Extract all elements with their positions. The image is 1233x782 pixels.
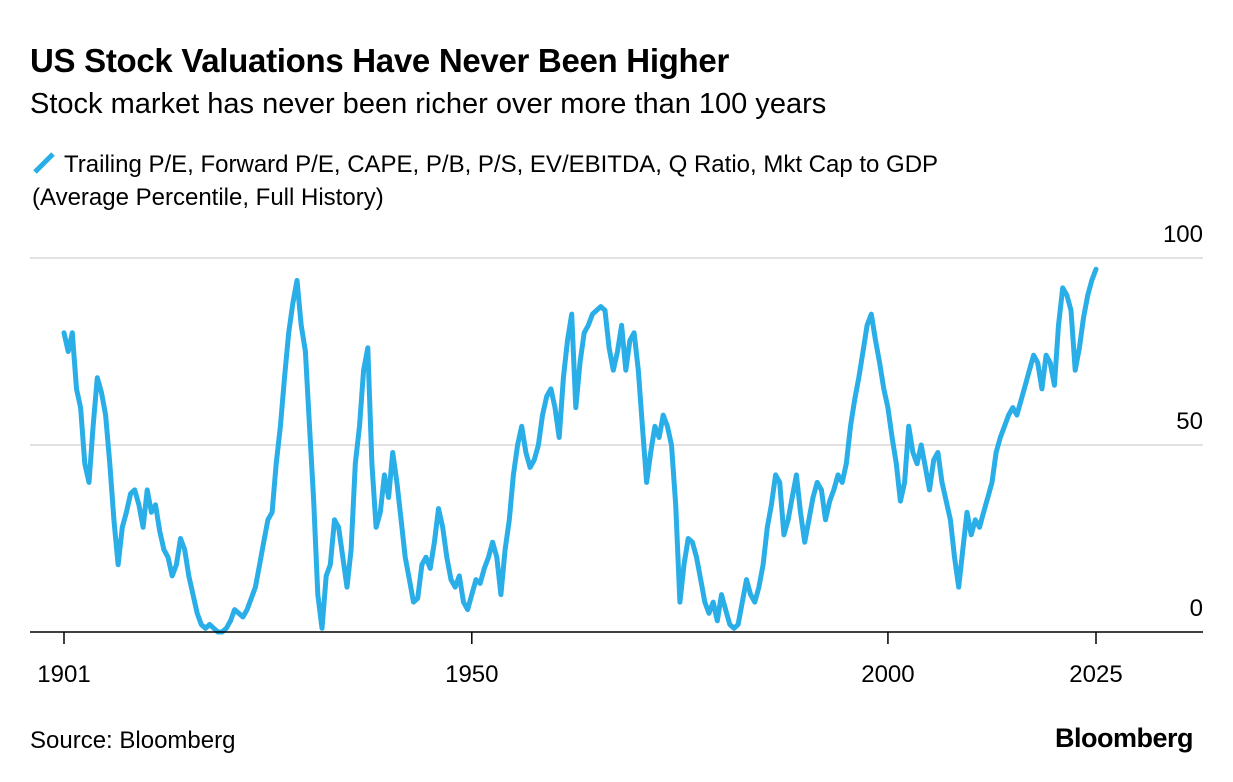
brand-logo: Bloomberg xyxy=(1054,723,1194,753)
x-tick-label-1950: 1950 xyxy=(445,661,498,688)
y-tick-label-100: 100 xyxy=(1163,221,1203,248)
x-tick-label-1901: 1901 xyxy=(37,661,90,688)
x-tick-label-2000: 2000 xyxy=(861,661,914,688)
x-tick-label-2025: 2025 xyxy=(1069,661,1122,688)
source-note: Source: Bloomberg xyxy=(30,727,236,754)
y-tick-label-50: 50 xyxy=(1176,408,1203,435)
chart-title: US Stock Valuations Have Never Been High… xyxy=(30,42,729,79)
legend: Trailing P/E, Forward P/E, CAPE, P/B, P/… xyxy=(32,148,938,214)
series-line xyxy=(61,266,1099,635)
y-tick-label-0: 0 xyxy=(1190,595,1203,622)
chart-subtitle: Stock market has never been richer over … xyxy=(30,88,827,120)
legend-swatch xyxy=(33,152,55,174)
legend-sublabel: (Average Percentile, Full History) xyxy=(32,184,384,211)
legend-label: Trailing P/E, Forward P/E, CAPE, P/B, P/… xyxy=(64,151,939,178)
